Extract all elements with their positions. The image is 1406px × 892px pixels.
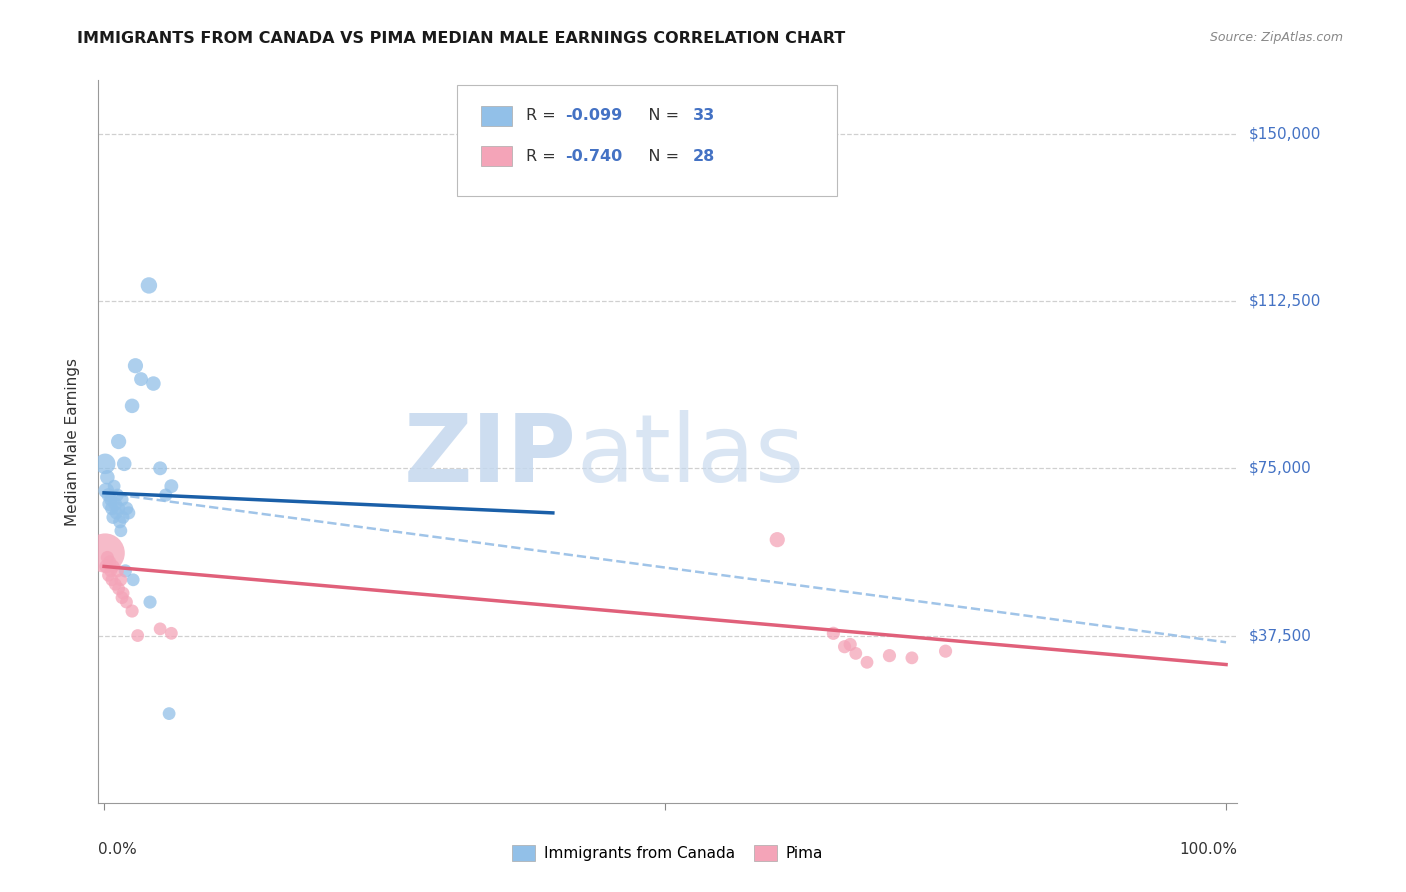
Point (766, 533, 789, 547)
Point (935, 644, 957, 658)
Y-axis label: Median Male Earnings: Median Male Earnings (65, 358, 80, 525)
Point (139, 595, 162, 609)
Text: 0.0%: 0.0% (98, 842, 138, 856)
Text: ZIP: ZIP (404, 410, 576, 502)
Point (160, 479, 183, 493)
Point (138, 278, 160, 293)
Point (98, 497, 121, 511)
Text: N =: N = (633, 149, 683, 163)
Point (839, 637, 862, 651)
Point (160, 626, 183, 640)
Point (98, 555, 121, 569)
Text: 28: 28 (693, 149, 716, 163)
Point (149, 622, 172, 636)
Point (111, 591, 134, 605)
Point (112, 586, 135, 600)
Point (96, 559, 118, 574)
Point (101, 510, 124, 524)
Point (115, 595, 138, 609)
Legend: Immigrants from Canada, Pima: Immigrants from Canada, Pima (506, 839, 830, 867)
Point (110, 524, 132, 538)
Text: R =: R = (526, 109, 561, 123)
Point (122, 573, 145, 587)
Text: $150,000: $150,000 (1249, 127, 1320, 141)
Point (115, 501, 138, 516)
Point (127, 628, 149, 642)
Point (112, 457, 135, 471)
Text: IMMIGRANTS FROM CANADA VS PIMA MEDIAN MALE EARNINGS CORRELATION CHART: IMMIGRANTS FROM CANADA VS PIMA MEDIAN MA… (77, 31, 845, 46)
Point (97, 488, 120, 502)
Point (157, 706, 180, 721)
Text: $37,500: $37,500 (1249, 628, 1312, 643)
Point (142, 376, 165, 391)
Point (107, 564, 129, 578)
Point (155, 488, 177, 502)
Point (112, 510, 135, 524)
Point (121, 399, 143, 413)
Point (834, 640, 856, 654)
Text: $75,000: $75,000 (1249, 461, 1312, 475)
Text: $112,500: $112,500 (1249, 293, 1320, 309)
Text: 33: 33 (693, 109, 716, 123)
Point (129, 372, 152, 386)
Text: R =: R = (526, 149, 561, 163)
Text: atlas: atlas (576, 410, 806, 502)
Point (111, 492, 134, 507)
Point (856, 655, 879, 669)
Point (105, 506, 128, 520)
Point (121, 604, 143, 618)
Point (107, 501, 129, 516)
Point (110, 573, 132, 587)
Point (118, 506, 141, 520)
Point (97, 568, 120, 582)
Text: Source: ZipAtlas.com: Source: ZipAtlas.com (1209, 31, 1343, 45)
Point (108, 515, 131, 529)
Point (100, 564, 122, 578)
Text: N =: N = (633, 109, 683, 123)
Point (104, 577, 127, 591)
Point (845, 646, 868, 660)
Point (101, 573, 124, 587)
Point (107, 488, 129, 502)
Point (107, 582, 129, 596)
Point (96, 483, 118, 498)
Text: -0.740: -0.740 (565, 149, 623, 163)
Point (101, 501, 124, 516)
Point (103, 479, 125, 493)
Point (104, 497, 127, 511)
Point (114, 564, 136, 578)
Point (96, 470, 118, 484)
Point (879, 648, 901, 663)
Text: 100.0%: 100.0% (1180, 842, 1237, 856)
Text: -0.099: -0.099 (565, 109, 623, 123)
Point (107, 434, 129, 449)
Point (149, 461, 172, 475)
Point (901, 651, 924, 665)
Point (823, 626, 845, 640)
Point (124, 359, 146, 373)
Point (101, 559, 124, 574)
Point (94, 457, 117, 471)
Point (94, 546, 117, 560)
Point (100, 492, 122, 507)
Point (96, 550, 118, 565)
